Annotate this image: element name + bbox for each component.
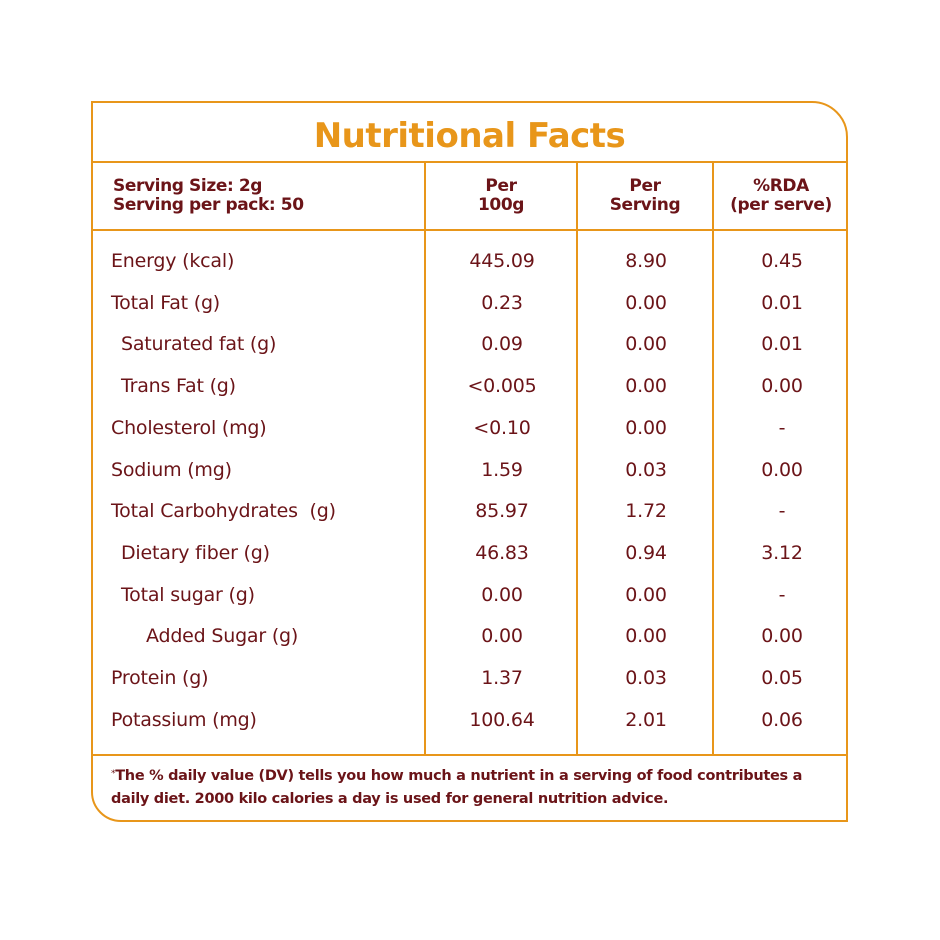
panel-title: Nutritional Facts [313,116,626,156]
value-rda: 0.06 [761,708,803,731]
nutrient-name: Cholesterol (mg) [111,416,267,439]
nutrient-name: Energy (kcal) [111,250,235,272]
column-header-rda: %RDA (per serve) [714,163,848,229]
table-row: Potassium (mg) 100.64 2.01 0.06 [93,699,846,741]
nutrition-facts-panel: Nutritional Facts Serving Size: 2g Servi… [91,101,848,822]
table-row: Added Sugar (g) 0.00 0.00 0.00 [93,615,846,657]
value-per-100g: 100.64 [469,708,535,731]
header-divider [93,229,846,231]
header-line: Per [485,176,517,196]
value-per-100g: 0.00 [481,625,523,648]
value-per-100g: <0.10 [473,416,531,439]
value-per-serving: 8.90 [625,250,667,272]
value-per-100g: 46.83 [475,541,529,564]
value-rda: 0.00 [761,458,803,481]
value-per-serving: 0.03 [625,458,667,481]
table-row: Energy (kcal) 445.09 8.90 0.45 [93,240,846,282]
value-per-serving: 0.03 [625,667,667,689]
value-per-serving: 0.00 [625,416,667,439]
nutrient-name: Total Carbohydrates (g) [111,500,336,523]
nutrient-name: Total sugar (g) [121,583,255,606]
footer-divider [93,754,846,756]
nutrient-name: Added Sugar (g) [146,625,299,648]
nutrient-name: Trans Fat (g) [121,375,236,398]
header-line: %RDA [753,176,809,196]
title-divider [93,161,846,163]
table-row: Total sugar (g) 0.00 0.00 - [93,574,846,616]
value-per-serving: 2.01 [625,708,667,731]
value-rda: 0.00 [761,375,803,398]
value-per-serving: 1.72 [625,500,667,523]
table-row: Sodium (mg) 1.59 0.03 0.00 [93,449,846,491]
value-per-serving: 0.00 [625,375,667,398]
serving-info: Serving Size: 2g Serving per pack: 50 [113,163,413,229]
value-per-100g: 0.00 [481,583,523,606]
value-per-serving: 0.00 [625,291,667,314]
value-rda: - [778,416,786,439]
value-per-100g: 85.97 [475,500,529,523]
table-row: Cholesterol (mg) <0.10 0.00 - [93,407,846,449]
column-divider-2 [576,161,578,754]
header-line: Serving [609,195,681,215]
value-rda: 0.05 [761,667,803,689]
value-per-100g: 445.09 [469,250,535,272]
value-rda: 3.12 [761,541,803,564]
value-per-100g: <0.005 [467,375,537,398]
column-divider-1 [424,161,426,754]
value-per-100g: 1.59 [481,458,523,481]
value-per-serving: 0.00 [625,625,667,648]
footnote-line-2: daily diet. 2000 kilo calories a day is … [111,791,669,807]
value-per-100g: 1.37 [481,667,523,689]
table-row: Total Fat (g) 0.23 0.00 0.01 [93,282,846,324]
value-rda: 0.00 [761,625,803,648]
table-row: Total Carbohydrates (g) 85.97 1.72 - [93,490,846,532]
table-row: Trans Fat (g) <0.005 0.00 0.00 [93,365,846,407]
header-line: 100g [477,195,525,215]
column-header-per-100g: Per 100g [426,163,576,229]
column-header-per-serving: Per Serving [578,163,712,229]
value-per-serving: 0.94 [625,541,667,564]
value-rda: 0.01 [761,333,803,356]
column-divider-3 [712,161,714,754]
footnote-line-1: The % daily value (DV) tells you how muc… [115,768,803,784]
table-row: Saturated fat (g) 0.09 0.00 0.01 [93,323,846,365]
footnote: *The % daily value (DV) tells you how mu… [111,763,816,811]
value-rda: - [778,583,786,606]
footnote-marker: * [111,769,116,779]
nutrient-name: Saturated fat (g) [121,333,277,356]
value-per-serving: 0.00 [625,583,667,606]
nutrient-name: Total Fat (g) [111,291,221,314]
nutrient-name: Protein (g) [111,667,209,689]
table-row: Protein (g) 1.37 0.03 0.05 [93,657,846,699]
value-per-100g: 0.23 [481,291,523,314]
nutrient-name: Dietary fiber (g) [121,541,270,564]
header-line: (per serve) [730,195,832,215]
value-rda: 0.45 [761,250,803,272]
value-per-100g: 0.09 [481,333,523,356]
value-rda: - [778,500,786,523]
value-per-serving: 0.00 [625,333,667,356]
serving-per-pack: Serving per pack: 50 [113,195,304,215]
nutrient-name: Potassium (mg) [111,708,257,731]
header-line: Per [629,176,661,196]
table-row: Dietary fiber (g) 46.83 0.94 3.12 [93,532,846,574]
value-rda: 0.01 [761,291,803,314]
serving-size: Serving Size: 2g [113,176,263,196]
nutrient-name: Sodium (mg) [111,458,232,481]
